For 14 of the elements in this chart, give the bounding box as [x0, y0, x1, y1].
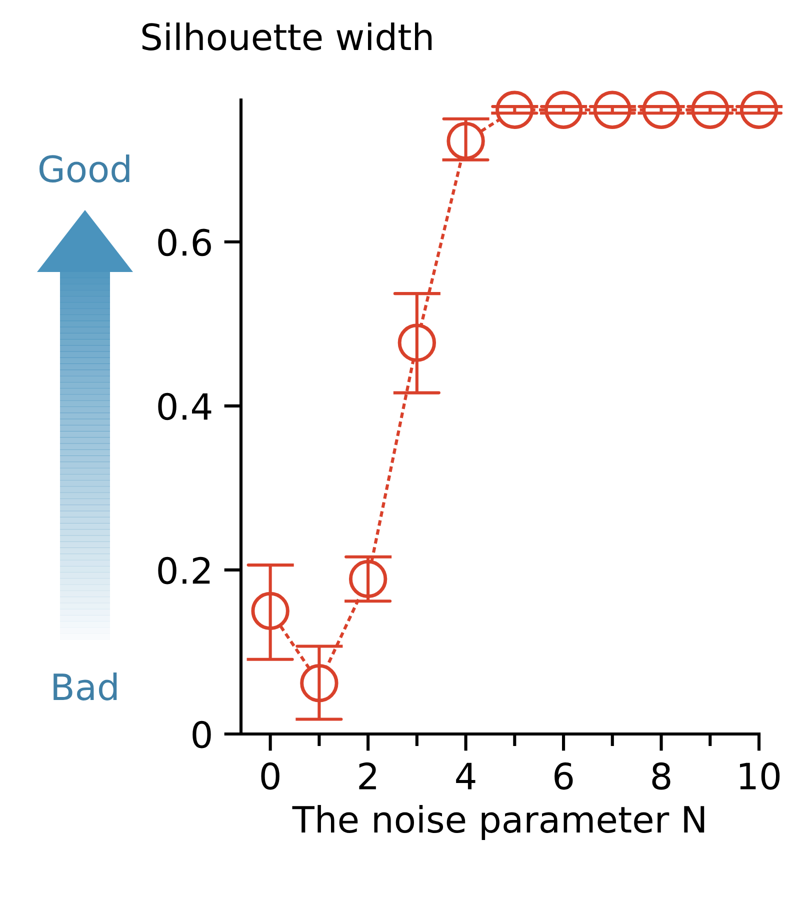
x-tick-label: 10 [740, 762, 780, 790]
x-tick-label: 6 [554, 762, 573, 790]
y-tick-label: 0.4 [158, 392, 212, 420]
text: Good [39, 154, 130, 182]
y-tick-label: 0.2 [158, 556, 210, 584]
chart-title: Silhouette width [142, 22, 432, 50]
y-tick-label: 0 [192, 720, 211, 748]
y-tick-label: 0.6 [158, 228, 211, 256]
x-axis-title: The noise parameter N [292, 805, 704, 840]
x-tick-label: 4 [456, 762, 476, 790]
x-tick-label: 2 [359, 762, 376, 790]
x-tick-label: 8 [652, 762, 670, 790]
text: Bad [54, 672, 117, 700]
x-tick-label: 0 [261, 762, 280, 790]
